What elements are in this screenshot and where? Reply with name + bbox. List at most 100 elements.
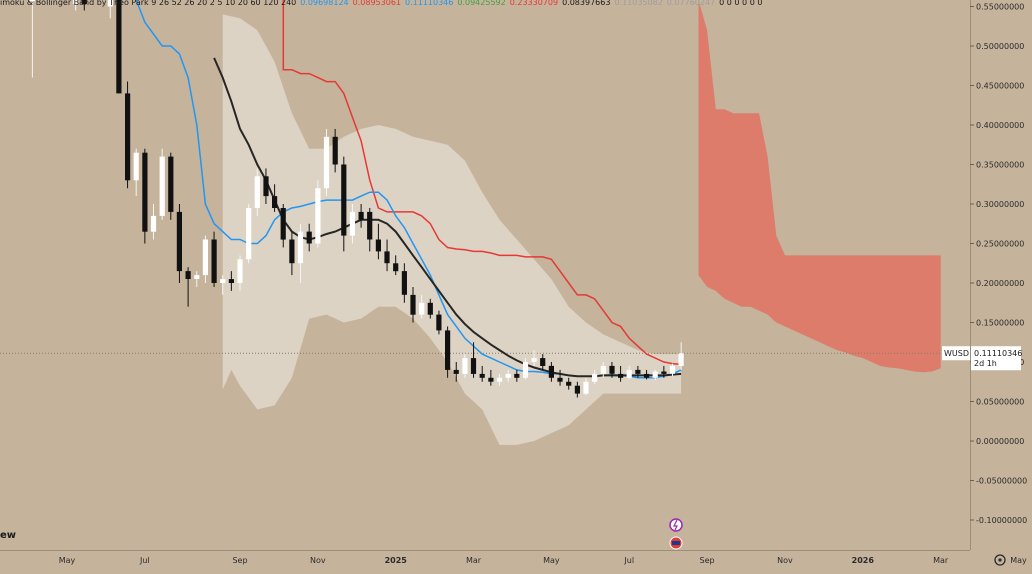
candle[interactable] xyxy=(419,294,425,319)
x-tick-label: May xyxy=(1010,556,1027,565)
candle[interactable] xyxy=(306,223,312,252)
candle[interactable] xyxy=(669,363,676,377)
candle-body xyxy=(436,314,442,331)
candle[interactable] xyxy=(116,0,122,94)
candle-body xyxy=(401,271,407,295)
candle[interactable] xyxy=(125,81,131,189)
candle[interactable] xyxy=(488,369,494,386)
candle[interactable] xyxy=(202,235,208,283)
candle[interactable] xyxy=(375,223,381,260)
time-axis[interactable]: May Jul Sep Nov 2025 Mar May Jul Sep Nov 2026 Mar Ma… xyxy=(0,550,1027,570)
candle[interactable] xyxy=(470,342,477,378)
candle[interactable] xyxy=(263,168,269,204)
candle[interactable] xyxy=(436,310,442,335)
candle[interactable] xyxy=(332,128,338,173)
candle-body xyxy=(479,373,485,378)
candle[interactable] xyxy=(531,350,537,366)
candle[interactable] xyxy=(237,255,243,291)
candle[interactable] xyxy=(168,152,174,220)
candle[interactable] xyxy=(505,369,511,382)
candle[interactable] xyxy=(626,365,632,380)
candle[interactable] xyxy=(618,365,624,382)
candle[interactable] xyxy=(150,204,157,240)
candle[interactable] xyxy=(652,369,658,381)
candle[interactable] xyxy=(574,381,580,398)
candle[interactable] xyxy=(358,204,364,228)
candle[interactable] xyxy=(73,0,79,11)
event-marker[interactable] xyxy=(669,518,683,532)
x-tick-label: May xyxy=(543,556,560,565)
candle[interactable] xyxy=(211,231,217,287)
candle[interactable] xyxy=(159,148,165,220)
candle[interactable] xyxy=(297,223,304,283)
candle-body xyxy=(367,211,373,240)
candle[interactable] xyxy=(280,204,286,248)
candle[interactable] xyxy=(289,231,295,276)
candle[interactable] xyxy=(557,369,563,386)
candle[interactable] xyxy=(514,369,520,382)
candle[interactable] xyxy=(496,373,503,386)
candle[interactable] xyxy=(133,148,139,197)
candle[interactable] xyxy=(29,0,35,78)
candle-body xyxy=(289,239,295,264)
candle[interactable] xyxy=(644,369,650,380)
indicator-name: imoku & Bollinger Band by Theo Park 9 26… xyxy=(0,0,296,7)
candle[interactable] xyxy=(185,267,191,307)
candle[interactable] xyxy=(228,271,234,291)
candle[interactable] xyxy=(678,342,684,370)
candle[interactable] xyxy=(323,128,330,197)
candle-body xyxy=(73,0,79,5)
candle[interactable] xyxy=(522,358,529,380)
candle[interactable] xyxy=(194,271,200,287)
candle[interactable] xyxy=(349,204,355,244)
y-tick-label: 0.05000000 xyxy=(976,398,1024,407)
candle-body xyxy=(384,251,390,264)
candle[interactable] xyxy=(540,354,546,370)
candle-body xyxy=(150,215,157,232)
event-marker[interactable] xyxy=(669,536,683,550)
candle[interactable] xyxy=(600,362,606,378)
bollinger-band xyxy=(222,14,682,445)
candle[interactable] xyxy=(81,0,87,11)
candle[interactable] xyxy=(272,184,278,212)
candle[interactable] xyxy=(479,365,485,382)
candle[interactable] xyxy=(341,156,347,252)
settings-gear-icon[interactable] xyxy=(994,554,1006,566)
candle[interactable] xyxy=(548,362,554,382)
candle[interactable] xyxy=(410,286,416,323)
candle[interactable] xyxy=(384,239,390,272)
candle[interactable] xyxy=(592,369,598,385)
candle-body xyxy=(168,156,174,212)
price-axis[interactable]: 0.55000000 0.50000000 0.45000000 0.40000000… xyxy=(942,0,1027,550)
candle[interactable] xyxy=(427,298,433,319)
candle[interactable] xyxy=(583,377,589,396)
candle[interactable] xyxy=(176,204,182,283)
candle[interactable] xyxy=(246,204,252,264)
candle[interactable] xyxy=(566,377,572,390)
candle[interactable] xyxy=(445,326,451,378)
candle[interactable] xyxy=(220,275,226,295)
candle[interactable] xyxy=(142,148,148,244)
candle-body xyxy=(211,239,217,283)
candle[interactable] xyxy=(367,207,373,252)
candle[interactable] xyxy=(107,0,113,19)
candle[interactable] xyxy=(609,362,615,378)
candle-body xyxy=(280,208,286,240)
x-tick-label: Nov xyxy=(310,556,326,565)
candle-body xyxy=(116,0,122,94)
candlesticks[interactable] xyxy=(29,0,684,398)
candle[interactable] xyxy=(315,180,321,248)
candle[interactable] xyxy=(401,263,407,303)
candle-body xyxy=(358,211,364,220)
candle[interactable] xyxy=(393,255,399,276)
candle[interactable] xyxy=(462,354,468,378)
candle[interactable] xyxy=(453,362,459,382)
candle[interactable] xyxy=(661,365,667,378)
event-markers[interactable] xyxy=(669,518,683,550)
candle-body xyxy=(419,302,425,315)
candle[interactable] xyxy=(635,365,641,378)
candle[interactable] xyxy=(254,168,260,216)
